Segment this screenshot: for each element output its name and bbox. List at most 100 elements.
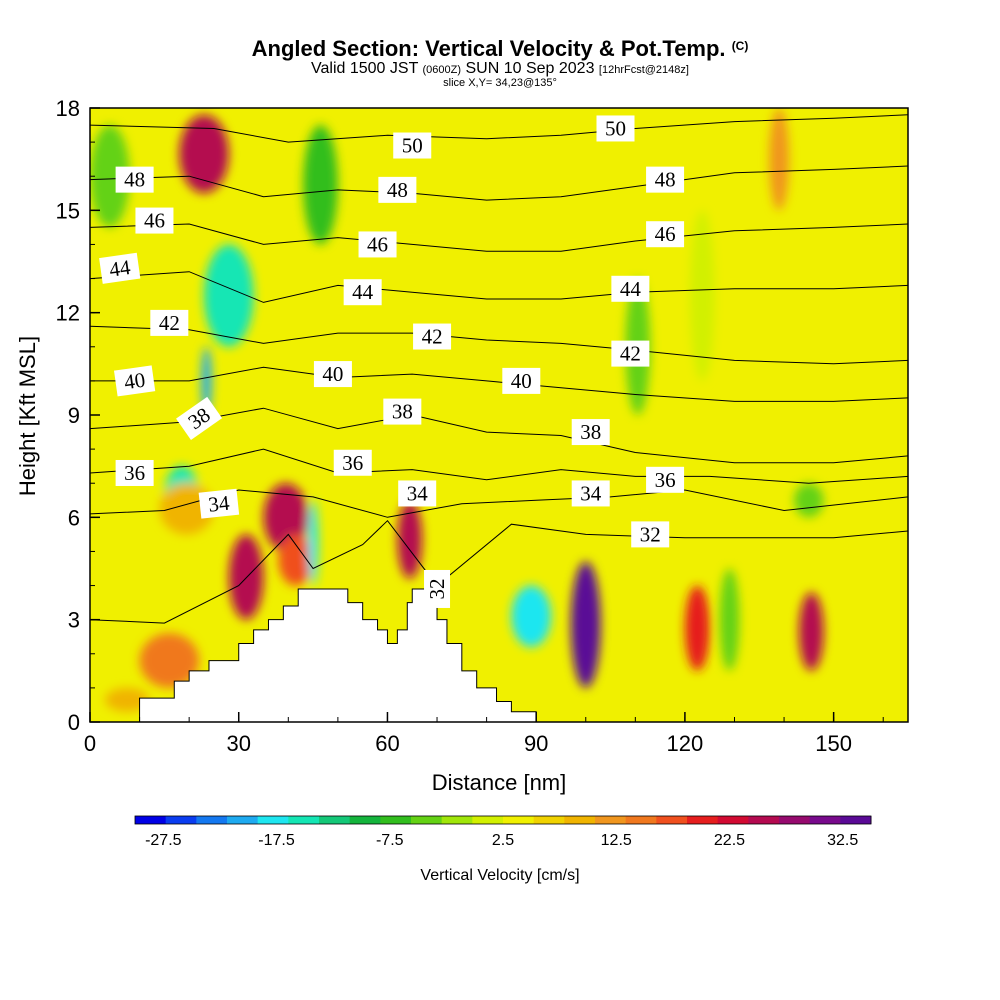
svg-text:46: 46	[367, 232, 388, 256]
svg-text:34: 34	[207, 491, 231, 517]
colorbar-swatch	[564, 816, 596, 824]
contour-label: 32	[424, 569, 451, 608]
svg-text:44: 44	[352, 280, 374, 304]
svg-text:38: 38	[392, 400, 413, 424]
contour-label: 40	[313, 361, 352, 388]
contour-label: 42	[611, 340, 650, 367]
svg-text:50: 50	[605, 116, 626, 140]
chart-title: Angled Section: Vertical Velocity & Pot.…	[251, 36, 749, 61]
colorbar-swatch	[135, 816, 167, 824]
contour-label: 34	[198, 488, 240, 519]
colorbar-tick-label: 2.5	[492, 832, 514, 849]
x-axis: 0 30 60 90 120 150	[84, 712, 884, 756]
theta-contours	[90, 114, 908, 624]
svg-text:48: 48	[655, 168, 676, 192]
velocity-cell	[201, 346, 212, 415]
x-axis-label: Distance [nm]	[432, 770, 567, 795]
contour-label: 50	[393, 132, 432, 159]
colorbar-label: Vertical Velocity [cm/s]	[420, 867, 579, 884]
svg-text:36: 36	[342, 451, 363, 475]
chart-subtitle: Valid 1500 JST (0600Z) SUN 10 Sep 2023 […	[311, 60, 689, 77]
velocity-cell	[689, 210, 715, 381]
x-tick-label: 0	[84, 731, 96, 756]
y-tick-label: 15	[56, 198, 80, 223]
x-tick-label: 120	[667, 731, 704, 756]
colorbar-swatch	[748, 816, 780, 824]
colorbar-swatch	[687, 816, 719, 824]
y-axis-label: Height [Kft MSL]	[15, 336, 40, 496]
velocity-cell	[104, 687, 150, 712]
x-tick-label: 60	[375, 731, 399, 756]
svg-text:42: 42	[620, 342, 641, 366]
contour-label: 38	[571, 419, 610, 446]
contour-label: 46	[358, 231, 397, 258]
contour-label: 42	[150, 309, 189, 336]
contour-label: 32	[631, 521, 670, 548]
contour-label: 40	[502, 367, 541, 394]
y-tick-label: 3	[68, 608, 80, 633]
contour-label: 48	[115, 166, 154, 193]
velocity-cell	[308, 500, 319, 586]
theta-contour-44	[90, 271, 908, 303]
velocity-cell	[90, 125, 130, 228]
colorbar-swatch	[257, 816, 289, 824]
colorbar-swatch	[840, 816, 872, 824]
svg-text:48: 48	[124, 168, 145, 192]
theta-contour-42	[90, 325, 908, 365]
velocity-cell	[570, 561, 601, 688]
contour-label: 34	[398, 480, 437, 507]
colorbar: -27.5 -17.5 -7.5 2.5 12.5 22.5 32.5	[134, 815, 872, 849]
svg-text:36: 36	[124, 461, 145, 485]
y-tick-label: 0	[68, 710, 80, 735]
svg-text:36: 36	[655, 468, 676, 492]
contour-label: 50	[596, 115, 635, 142]
contour-label: 38	[383, 398, 422, 425]
slice-caption: slice X,Y= 34,23@135°	[443, 77, 557, 89]
velocity-cell	[139, 633, 200, 688]
contour-label: 46	[646, 221, 685, 248]
theta-contour-32	[90, 519, 908, 624]
colorbar-swatch	[288, 816, 320, 824]
velocity-cell	[179, 114, 229, 194]
x-tick-label: 150	[815, 731, 852, 756]
contour-label: 42	[413, 323, 452, 350]
contour-label: 48	[378, 176, 417, 203]
svg-text:32: 32	[640, 522, 661, 546]
x-tick-label: 90	[524, 731, 548, 756]
velocity-cell	[303, 125, 338, 245]
colorbar-swatch	[472, 816, 504, 824]
colorbar-swatch	[196, 816, 228, 824]
svg-text:40: 40	[322, 362, 343, 386]
colorbar-swatch	[717, 816, 749, 824]
contour-label: 36	[333, 449, 372, 476]
theta-contour-46	[90, 223, 908, 252]
colorbar-swatch	[625, 816, 657, 824]
contour-label: 40	[113, 365, 156, 397]
x-tick-label: 30	[226, 731, 250, 756]
colorbar-swatch	[227, 816, 259, 824]
theta-contour-50	[90, 114, 908, 143]
colorbar-swatch	[411, 816, 443, 824]
contour-label: 36	[646, 466, 685, 493]
colorbar-tick-label: -17.5	[258, 832, 295, 849]
velocity-cell	[511, 585, 552, 647]
contour-label: 36	[115, 459, 154, 486]
velocity-cell	[278, 534, 314, 586]
svg-text:48: 48	[387, 178, 408, 202]
y-axis: 0 3 6 9 12 15 18	[56, 96, 100, 735]
theta-contour-36	[90, 448, 908, 484]
velocity-cell	[228, 534, 264, 620]
colorbar-swatch	[165, 816, 197, 824]
svg-text:42: 42	[159, 311, 180, 335]
colorbar-swatch	[533, 816, 565, 824]
contour-label: 44	[343, 279, 382, 306]
contour-label: 46	[135, 207, 174, 234]
y-tick-label: 6	[68, 505, 80, 530]
svg-text:44: 44	[620, 277, 642, 301]
svg-text:50: 50	[402, 134, 423, 158]
svg-text:38: 38	[580, 420, 601, 444]
velocity-cell	[719, 568, 740, 671]
svg-text:34: 34	[580, 481, 602, 505]
colorbar-tick-label: 12.5	[601, 832, 632, 849]
